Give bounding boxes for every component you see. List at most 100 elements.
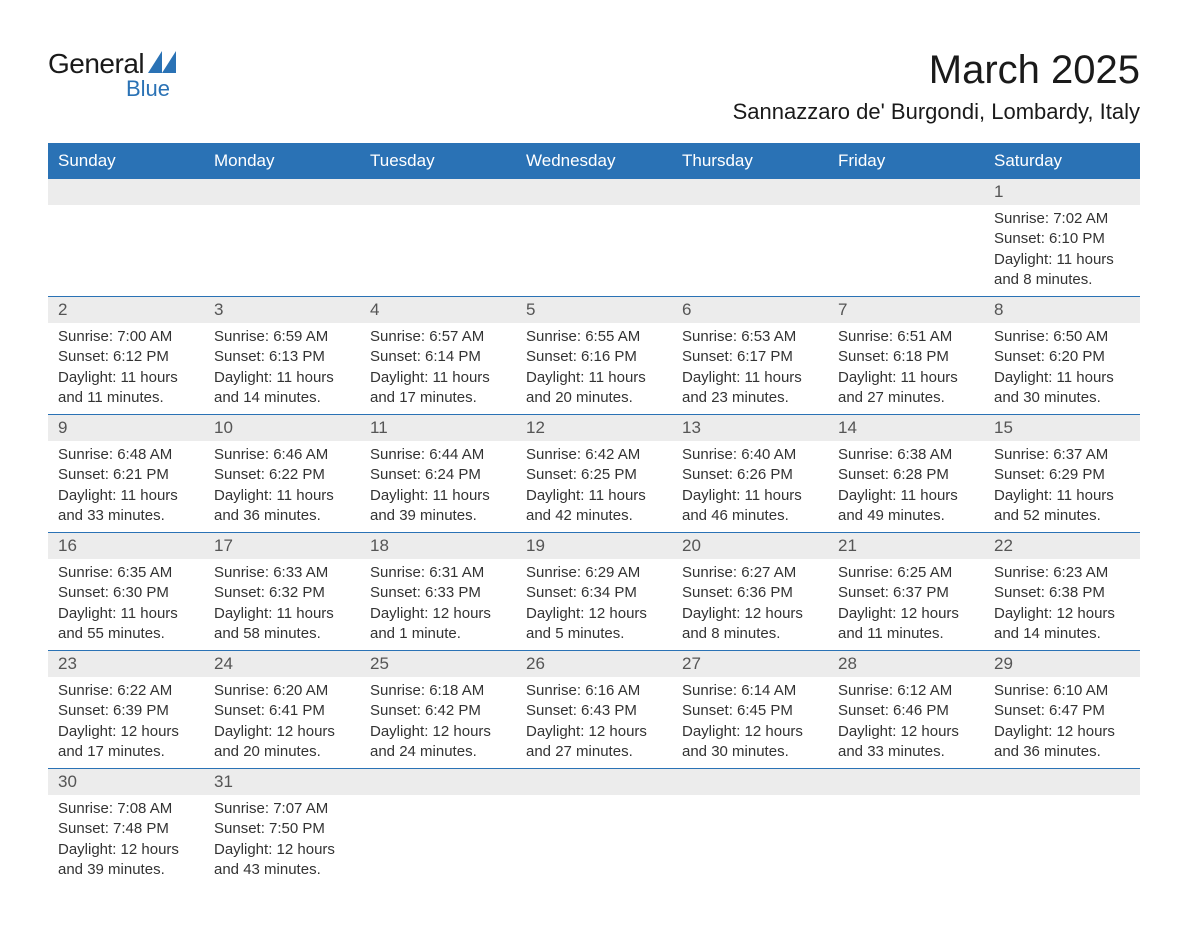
day-number: 17: [204, 533, 360, 559]
day-number: 3: [204, 297, 360, 323]
sunset-text: Sunset: 6:16 PM: [526, 347, 662, 367]
day-info: [516, 205, 672, 285]
week-info-row: Sunrise: 7:02 AMSunset: 6:10 PMDaylight:…: [48, 205, 1140, 297]
day-info: Sunrise: 6:51 AMSunset: 6:18 PMDaylight:…: [828, 323, 984, 414]
day-number: 2: [48, 297, 204, 323]
daylight-text: Daylight: 12 hours and 43 minutes.: [214, 840, 350, 881]
sunrise-text: Sunrise: 6:25 AM: [838, 563, 974, 583]
day-number: 5: [516, 297, 672, 323]
day-number: 19: [516, 533, 672, 559]
sunrise-text: Sunrise: 7:07 AM: [214, 799, 350, 819]
daylight-text: Daylight: 12 hours and 14 minutes.: [994, 604, 1130, 645]
day-info: Sunrise: 6:46 AMSunset: 6:22 PMDaylight:…: [204, 441, 360, 532]
day-number: 24: [204, 651, 360, 677]
sunrise-text: Sunrise: 6:51 AM: [838, 327, 974, 347]
day-info: Sunrise: 6:16 AMSunset: 6:43 PMDaylight:…: [516, 677, 672, 768]
day-number: [672, 769, 828, 795]
daylight-text: Daylight: 12 hours and 30 minutes.: [682, 722, 818, 763]
sunset-text: Sunset: 6:29 PM: [994, 465, 1130, 485]
weekday-header: Friday: [828, 143, 984, 179]
sunset-text: Sunset: 6:21 PM: [58, 465, 194, 485]
daylight-text: Daylight: 12 hours and 39 minutes.: [58, 840, 194, 881]
day-info: Sunrise: 6:12 AMSunset: 6:46 PMDaylight:…: [828, 677, 984, 768]
daylight-text: Daylight: 11 hours and 27 minutes.: [838, 368, 974, 409]
day-info: Sunrise: 6:14 AMSunset: 6:45 PMDaylight:…: [672, 677, 828, 768]
sunrise-text: Sunrise: 6:12 AM: [838, 681, 974, 701]
sunrise-text: Sunrise: 6:59 AM: [214, 327, 350, 347]
sunrise-text: Sunrise: 6:46 AM: [214, 445, 350, 465]
day-info: Sunrise: 6:25 AMSunset: 6:37 PMDaylight:…: [828, 559, 984, 650]
sunrise-text: Sunrise: 6:35 AM: [58, 563, 194, 583]
week-daynum-row: 3031: [48, 769, 1140, 796]
day-number: [516, 769, 672, 795]
day-number: 16: [48, 533, 204, 559]
logo: General Blue: [48, 48, 176, 102]
sunrise-text: Sunrise: 6:23 AM: [994, 563, 1130, 583]
day-number: 30: [48, 769, 204, 795]
daylight-text: Daylight: 12 hours and 24 minutes.: [370, 722, 506, 763]
day-number: 20: [672, 533, 828, 559]
day-info: Sunrise: 6:27 AMSunset: 6:36 PMDaylight:…: [672, 559, 828, 650]
daylight-text: Daylight: 12 hours and 33 minutes.: [838, 722, 974, 763]
daylight-text: Daylight: 11 hours and 46 minutes.: [682, 486, 818, 527]
day-number: 6: [672, 297, 828, 323]
logo-text-blue: Blue: [126, 76, 170, 102]
title-block: March 2025 Sannazzaro de' Burgondi, Lomb…: [733, 48, 1140, 125]
header: General Blue March 2025 Sannazzaro de' B…: [48, 48, 1140, 125]
day-number: 31: [204, 769, 360, 795]
day-number: 15: [984, 415, 1140, 441]
day-number: 21: [828, 533, 984, 559]
day-number: 7: [828, 297, 984, 323]
day-info: Sunrise: 6:22 AMSunset: 6:39 PMDaylight:…: [48, 677, 204, 768]
sunrise-text: Sunrise: 6:18 AM: [370, 681, 506, 701]
sunrise-text: Sunrise: 6:44 AM: [370, 445, 506, 465]
daylight-text: Daylight: 12 hours and 27 minutes.: [526, 722, 662, 763]
day-number: 10: [204, 415, 360, 441]
day-info: Sunrise: 6:38 AMSunset: 6:28 PMDaylight:…: [828, 441, 984, 532]
sunset-text: Sunset: 7:48 PM: [58, 819, 194, 839]
sunrise-text: Sunrise: 6:27 AM: [682, 563, 818, 583]
daylight-text: Daylight: 12 hours and 5 minutes.: [526, 604, 662, 645]
sunset-text: Sunset: 6:41 PM: [214, 701, 350, 721]
day-number: 11: [360, 415, 516, 441]
daylight-text: Daylight: 11 hours and 17 minutes.: [370, 368, 506, 409]
day-number: [516, 179, 672, 205]
logo-triangle-icon: [148, 51, 176, 78]
daylight-text: Daylight: 11 hours and 42 minutes.: [526, 486, 662, 527]
day-number: 27: [672, 651, 828, 677]
day-number: 8: [984, 297, 1140, 323]
sunset-text: Sunset: 6:42 PM: [370, 701, 506, 721]
daylight-text: Daylight: 11 hours and 58 minutes.: [214, 604, 350, 645]
day-number: [360, 179, 516, 205]
sunrise-text: Sunrise: 6:22 AM: [58, 681, 194, 701]
sunrise-text: Sunrise: 6:57 AM: [370, 327, 506, 347]
sunset-text: Sunset: 6:14 PM: [370, 347, 506, 367]
sunset-text: Sunset: 6:38 PM: [994, 583, 1130, 603]
daylight-text: Daylight: 11 hours and 52 minutes.: [994, 486, 1130, 527]
sunset-text: Sunset: 6:34 PM: [526, 583, 662, 603]
sunset-text: Sunset: 6:33 PM: [370, 583, 506, 603]
sunset-text: Sunset: 6:18 PM: [838, 347, 974, 367]
sunrise-text: Sunrise: 6:53 AM: [682, 327, 818, 347]
day-info: [360, 795, 516, 875]
sunrise-text: Sunrise: 6:42 AM: [526, 445, 662, 465]
week-daynum-row: 2345678: [48, 297, 1140, 324]
day-info: [828, 205, 984, 285]
day-info: Sunrise: 6:33 AMSunset: 6:32 PMDaylight:…: [204, 559, 360, 650]
sunrise-text: Sunrise: 6:29 AM: [526, 563, 662, 583]
day-number: 26: [516, 651, 672, 677]
sunset-text: Sunset: 6:22 PM: [214, 465, 350, 485]
week-info-row: Sunrise: 7:00 AMSunset: 6:12 PMDaylight:…: [48, 323, 1140, 415]
day-info: Sunrise: 6:40 AMSunset: 6:26 PMDaylight:…: [672, 441, 828, 532]
daylight-text: Daylight: 12 hours and 11 minutes.: [838, 604, 974, 645]
week-daynum-row: 16171819202122: [48, 533, 1140, 560]
daylight-text: Daylight: 11 hours and 49 minutes.: [838, 486, 974, 527]
week-info-row: Sunrise: 6:22 AMSunset: 6:39 PMDaylight:…: [48, 677, 1140, 769]
day-info: [672, 795, 828, 875]
day-info: Sunrise: 6:37 AMSunset: 6:29 PMDaylight:…: [984, 441, 1140, 532]
day-info: Sunrise: 7:00 AMSunset: 6:12 PMDaylight:…: [48, 323, 204, 414]
day-info: [984, 795, 1140, 875]
sunrise-text: Sunrise: 6:33 AM: [214, 563, 350, 583]
sunset-text: Sunset: 6:17 PM: [682, 347, 818, 367]
daylight-text: Daylight: 11 hours and 39 minutes.: [370, 486, 506, 527]
